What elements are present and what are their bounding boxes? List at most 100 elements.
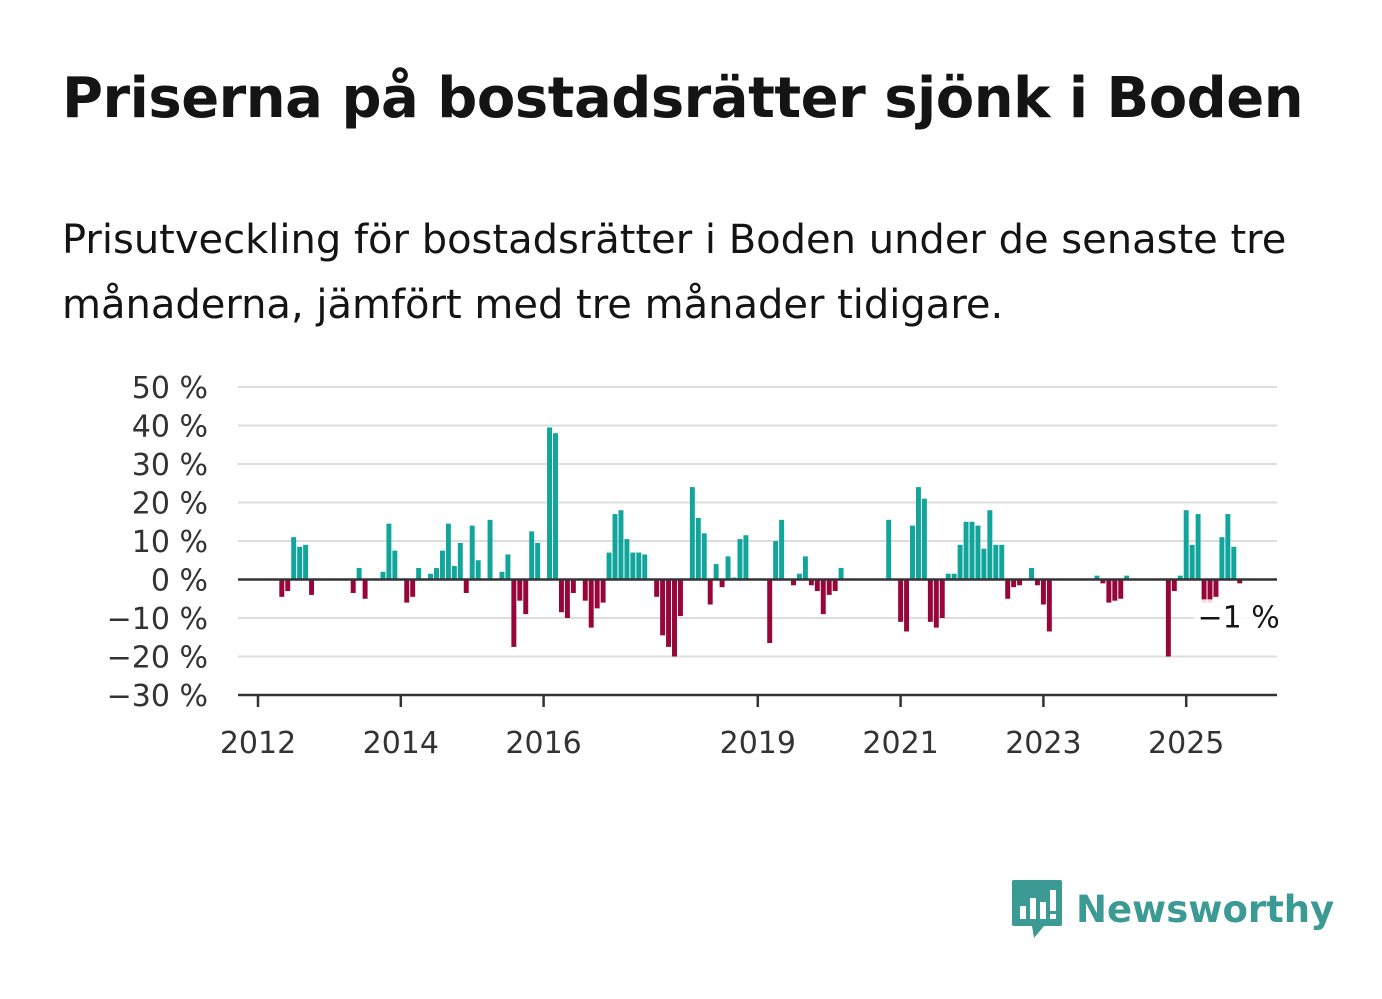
- bar: [933, 579, 939, 628]
- bar: [975, 525, 981, 580]
- bar: [927, 579, 933, 622]
- bar: [547, 427, 553, 580]
- bar: [1177, 575, 1183, 580]
- bar: [886, 519, 892, 580]
- bar: [1046, 579, 1052, 632]
- bar: [1183, 510, 1189, 580]
- bar: [939, 579, 945, 618]
- chart-subtitle: Prisutveckling för bostadsrätter i Boden…: [62, 217, 1287, 328]
- bar: [832, 579, 838, 592]
- x-tick-label: 2023: [1005, 726, 1081, 761]
- bar: [636, 552, 642, 580]
- bar: [677, 579, 683, 617]
- bar: [981, 548, 987, 580]
- bar: [553, 433, 558, 580]
- bar: [463, 579, 469, 593]
- bar: [594, 579, 600, 609]
- bar: [1100, 579, 1106, 584]
- bar: [910, 525, 915, 580]
- bar: [1112, 579, 1118, 601]
- bar: [689, 487, 695, 580]
- bar: [713, 564, 719, 580]
- last-value-annotation: −1 %: [1193, 599, 1284, 636]
- bar: [921, 498, 927, 580]
- bar: [802, 556, 808, 580]
- bar: [469, 525, 475, 580]
- x-tick-label: 2021: [862, 726, 938, 761]
- bar: [439, 550, 445, 580]
- bar: [487, 519, 493, 580]
- bar: [969, 521, 975, 580]
- bar: [535, 542, 541, 580]
- bar: [642, 554, 648, 580]
- bar: [1207, 579, 1213, 603]
- bar: [1106, 579, 1112, 603]
- bar: [808, 579, 814, 586]
- y-tick-label: 30 %: [132, 448, 208, 483]
- bar: [303, 544, 309, 580]
- x-tick-label: 2025: [1148, 726, 1224, 761]
- bar: [1231, 546, 1237, 580]
- bar: [707, 579, 713, 605]
- newsworthy-bar-chart-bubble-icon: [1012, 880, 1062, 938]
- bar: [796, 573, 802, 580]
- bar: [660, 579, 666, 636]
- bar: [612, 514, 618, 580]
- bar: [951, 573, 957, 580]
- chart-title: Priserna på bostadsrätter sjönk i Boden: [62, 66, 1304, 131]
- bar: [279, 579, 285, 597]
- bar: [945, 573, 951, 580]
- bar: [410, 579, 416, 597]
- bar: [529, 531, 535, 580]
- bar: [404, 579, 410, 603]
- bar: [725, 556, 731, 580]
- bar: [1094, 575, 1100, 580]
- bar: [904, 579, 910, 632]
- bar: [600, 579, 606, 603]
- bar: [779, 519, 785, 580]
- bar: [457, 542, 463, 580]
- y-tick-label: 10 %: [132, 525, 208, 560]
- bar: [820, 579, 826, 615]
- bar: [1237, 579, 1243, 584]
- bar: [1040, 579, 1046, 605]
- bar: [1017, 579, 1023, 586]
- y-tick-label: −30 %: [107, 679, 208, 714]
- bar: [380, 571, 386, 580]
- x-tick-label: 2014: [363, 726, 439, 761]
- bar: [606, 552, 612, 580]
- bar: [1165, 579, 1171, 657]
- bar: [582, 579, 588, 601]
- bar: [297, 546, 303, 580]
- bar: [1201, 579, 1207, 603]
- bar: [987, 510, 993, 580]
- bar: [624, 539, 630, 580]
- bar: [737, 539, 743, 580]
- bar: [814, 579, 820, 592]
- last-value-label-background: [1193, 599, 1284, 636]
- y-axis-labels: 50 % 40 %30 % 20 %10 % 0 %−10 % −20 %−30 %: [107, 371, 208, 714]
- bar: [618, 510, 624, 580]
- bar: [898, 579, 904, 622]
- bar: [505, 554, 511, 580]
- bar: [1213, 579, 1219, 597]
- bar: [558, 579, 564, 613]
- y-tick-label: 50 %: [132, 371, 208, 406]
- bar: [654, 579, 660, 597]
- bar: [963, 521, 969, 580]
- bar: [1034, 579, 1040, 586]
- bar: [564, 579, 570, 618]
- bar: [957, 544, 963, 580]
- bar: [1195, 514, 1201, 580]
- y-tick-label: 0 %: [151, 564, 208, 599]
- bar: [285, 579, 291, 592]
- bar: [1189, 544, 1195, 580]
- bar: [350, 579, 356, 593]
- bar: [517, 579, 523, 601]
- bar: [826, 579, 832, 595]
- bar: [511, 579, 517, 647]
- bar: [475, 560, 481, 580]
- bar: [362, 579, 368, 599]
- bar: [1124, 575, 1130, 580]
- bar: [743, 535, 749, 580]
